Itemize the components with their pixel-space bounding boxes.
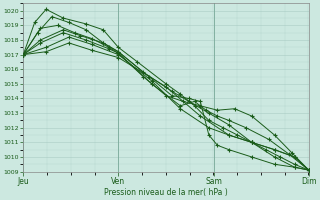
X-axis label: Pression niveau de la mer( hPa ): Pression niveau de la mer( hPa ) [104,188,228,197]
